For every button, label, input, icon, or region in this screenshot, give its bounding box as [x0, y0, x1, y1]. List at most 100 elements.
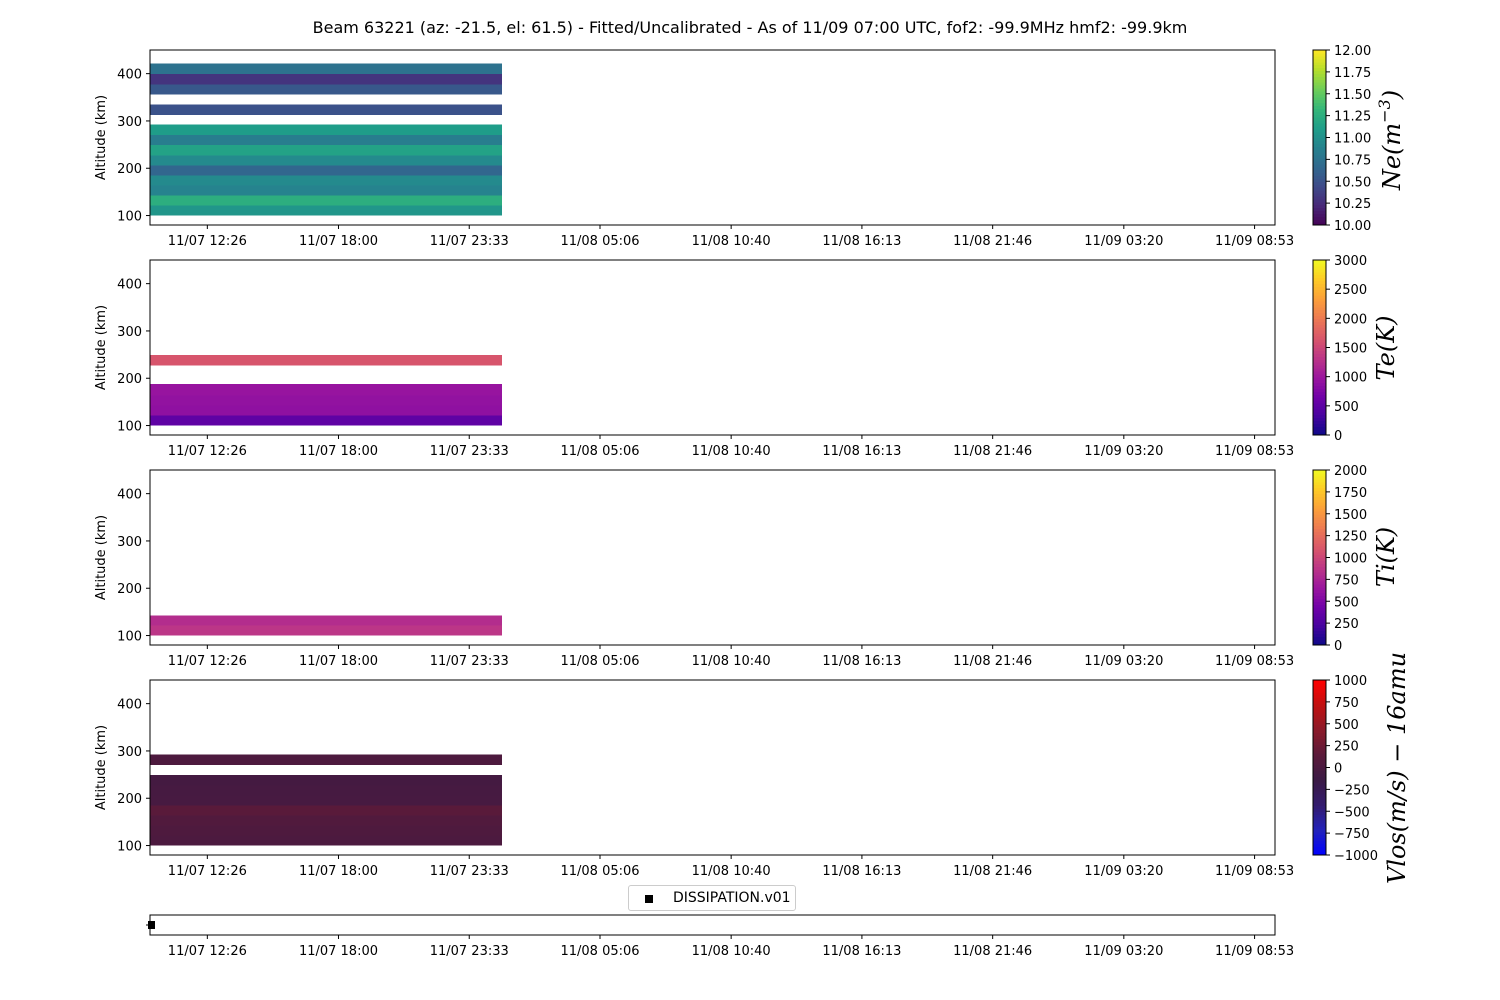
vlos-colorbar-tick-label: −250 — [1334, 783, 1370, 798]
te-colorbar-segment — [1313, 423, 1326, 427]
te-colorbar-segment — [1313, 300, 1326, 305]
ne-colorbar-segment — [1313, 73, 1326, 77]
ne-xtick-label: 11/07 18:00 — [299, 234, 378, 249]
ti-colorbar-segment — [1313, 636, 1326, 640]
ti-colorbar-segment — [1313, 560, 1326, 564]
vlos-colorbar-segment — [1313, 779, 1326, 783]
ne-colorbar-segment — [1313, 70, 1326, 74]
ne-colorbar-segment — [1313, 122, 1326, 127]
ti-colorbar-segment — [1313, 516, 1326, 521]
vlos-colorbar-segment — [1313, 773, 1326, 777]
vlos-xtick-label: 11/08 05:06 — [560, 864, 639, 879]
vlos-colorbar-segment — [1313, 700, 1326, 704]
vlos-xtick-label: 11/07 12:26 — [168, 864, 247, 879]
ne-heatmap-bin — [150, 74, 503, 85]
te-colorbar-segment — [1313, 347, 1326, 352]
strip-xtick-label: 11/07 18:00 — [299, 944, 378, 959]
te-ytick-label: 200 — [117, 372, 142, 387]
ne-colorbar-tick-label: 11.75 — [1334, 66, 1371, 81]
te-colorbar-segment — [1313, 262, 1326, 267]
te-heatmap-bin — [150, 383, 503, 396]
ne-heatmap-bin — [150, 195, 503, 206]
ti-colorbar-segment — [1313, 490, 1326, 494]
vlos-colorbar-segment — [1313, 712, 1326, 716]
te-colorbar-segment — [1313, 289, 1326, 293]
ti-xtick-label: 11/07 18:00 — [299, 654, 378, 669]
te-xtick-label: 11/08 21:46 — [953, 444, 1032, 459]
ne-colorbar-segment — [1313, 143, 1326, 147]
ne-colorbar-segment — [1313, 55, 1326, 60]
ne-colorbar-tick-label: 10.25 — [1334, 197, 1371, 212]
ne-xtick-label: 11/08 05:06 — [560, 234, 639, 249]
vlos-heatmap-bin — [150, 815, 503, 826]
te-heatmap-bin — [150, 355, 503, 366]
ne-colorbar-segment — [1313, 111, 1326, 115]
ne-heatmap-bin — [150, 175, 503, 186]
te-colorbar-segment — [1313, 417, 1326, 422]
ti-colorbar-segment — [1313, 566, 1326, 570]
ne-heatmap-bin — [150, 124, 503, 136]
te-xtick-label: 11/08 05:06 — [560, 444, 639, 459]
ne-xtick-label: 11/07 23:33 — [430, 234, 509, 249]
vlos-xtick-label: 11/07 18:00 — [299, 864, 378, 879]
ne-colorbar-segment — [1313, 102, 1326, 107]
vlos-colorbar-segment — [1313, 790, 1326, 795]
vlos-colorbar-segment — [1313, 691, 1326, 696]
ne-colorbar-segment — [1313, 198, 1326, 203]
ti-colorbar-segment — [1313, 639, 1326, 643]
vlos-colorbar-segment — [1313, 834, 1326, 839]
ne-heatmap-bin — [150, 84, 503, 95]
ne-colorbar-segment — [1313, 160, 1326, 165]
vlos-heatmap-bin — [150, 775, 503, 786]
te-colorbar-tick-label: 1500 — [1334, 342, 1367, 357]
ti-colorbar-segment — [1313, 563, 1326, 567]
vlos-colorbar-segment — [1313, 729, 1326, 734]
vlos-colorbar-segment — [1313, 697, 1326, 702]
ti-colorbar-segment — [1313, 601, 1326, 605]
ti-xtick-label: 11/09 08:53 — [1215, 654, 1294, 669]
ti-colorbar-segment — [1313, 598, 1326, 602]
ti-colorbar-segment — [1313, 510, 1326, 515]
vlos-colorbar-segment — [1313, 688, 1326, 693]
ne-colorbar-segment — [1313, 140, 1326, 144]
ne-colorbar-segment — [1313, 120, 1326, 124]
ti-ytick-label: 200 — [117, 582, 142, 597]
vlos-colorbar-tick-label: −750 — [1334, 827, 1370, 842]
vlos-xtick-label: 11/09 08:53 — [1215, 864, 1294, 879]
te-colorbar-tick-label: 2000 — [1334, 312, 1367, 327]
te-ytick-label: 100 — [117, 420, 142, 435]
ti-colorbar-segment — [1313, 531, 1326, 535]
ne-colorbar-segment — [1313, 52, 1326, 57]
te-xtick-label: 11/09 08:53 — [1215, 444, 1294, 459]
te-colorbar-segment — [1313, 321, 1326, 325]
vlos-ytick-label: 300 — [117, 745, 142, 760]
vlos-xtick-label: 11/08 21:46 — [953, 864, 1032, 879]
te-colorbar-segment — [1313, 306, 1326, 311]
ti-colorbar-segment — [1313, 542, 1326, 547]
vlos-colorbar-segment — [1313, 703, 1326, 707]
vlos-colorbar-segment — [1313, 837, 1326, 842]
vlos-colorbar-segment — [1313, 717, 1326, 722]
te-xtick-label: 11/07 18:00 — [299, 444, 378, 459]
vlos-colorbar-segment — [1313, 761, 1326, 766]
vlos-colorbar-tick-label: 0 — [1334, 762, 1342, 777]
te-colorbar-segment — [1313, 405, 1326, 410]
te-heatmap-bin — [150, 415, 503, 426]
te-colorbar-segment — [1313, 388, 1326, 392]
ti-colorbar-segment — [1313, 607, 1326, 611]
vlos-colorbar-segment — [1313, 846, 1326, 850]
ti-colorbar-segment — [1313, 583, 1326, 588]
te-colorbar-segment — [1313, 385, 1326, 389]
ti-colorbar-segment — [1313, 621, 1326, 626]
ne-colorbar-segment — [1313, 99, 1326, 104]
te-colorbar-segment — [1313, 324, 1326, 328]
te-colorbar-segment — [1313, 350, 1326, 354]
ne-colorbar-segment — [1313, 222, 1326, 226]
te-colorbar-segment — [1313, 379, 1326, 384]
ti-colorbar-segment — [1313, 502, 1326, 506]
ne-colorbar-segment — [1313, 117, 1326, 121]
ne-xtick-label: 11/08 16:13 — [822, 234, 901, 249]
vlos-ytick-label: 400 — [117, 698, 142, 713]
ne-ytick-label: 300 — [117, 115, 142, 130]
vlos-ytick-label: 100 — [117, 840, 142, 855]
